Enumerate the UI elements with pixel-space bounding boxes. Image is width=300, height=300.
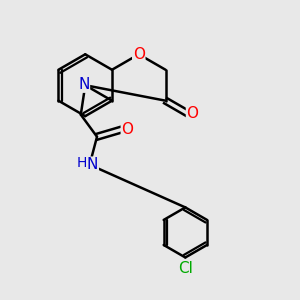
Text: H: H [76, 156, 87, 170]
Text: N: N [78, 77, 89, 92]
Text: O: O [121, 122, 133, 137]
Text: O: O [187, 106, 199, 121]
Text: Cl: Cl [178, 261, 193, 276]
Text: O: O [133, 47, 145, 62]
Text: N: N [87, 157, 98, 172]
